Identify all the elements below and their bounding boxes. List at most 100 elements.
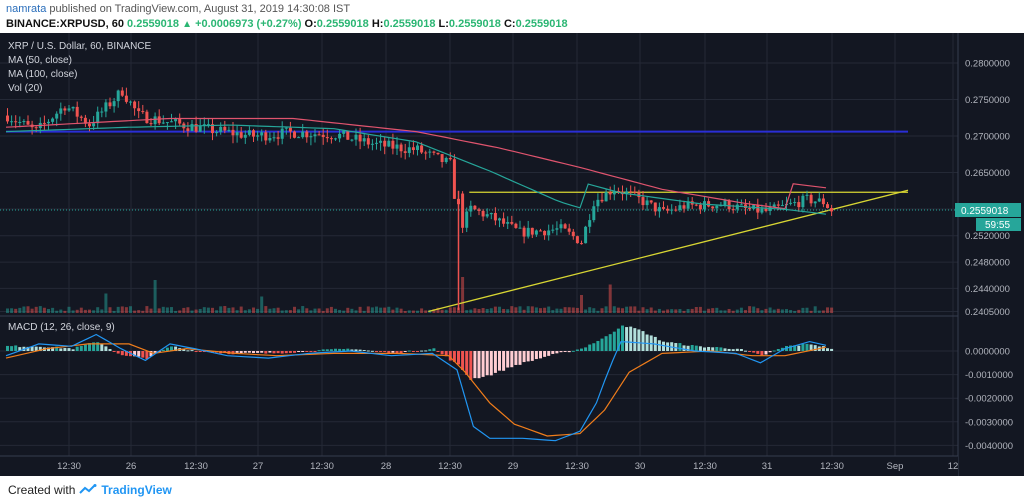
candle-body[interactable] (129, 101, 132, 103)
candle-body[interactable] (600, 199, 604, 202)
candle-body[interactable] (780, 205, 784, 207)
candle-body[interactable] (22, 121, 26, 123)
legend-macd[interactable]: MACD (12, 26, close, 9) (8, 322, 115, 333)
candle-body[interactable] (268, 138, 272, 141)
candle-body[interactable] (354, 134, 358, 140)
candle-body[interactable] (608, 192, 612, 195)
candle-body[interactable] (625, 191, 629, 195)
candle-body[interactable] (329, 138, 333, 140)
candle-body[interactable] (649, 200, 653, 203)
candle-body[interactable] (92, 123, 96, 127)
candle-body[interactable] (411, 147, 415, 151)
candle-body[interactable] (223, 126, 227, 131)
candle-body[interactable] (432, 151, 436, 153)
candle-body[interactable] (715, 205, 719, 209)
candle-body[interactable] (63, 108, 67, 111)
candle-body[interactable] (247, 130, 251, 135)
candle-body[interactable] (481, 210, 485, 217)
candle-body[interactable] (141, 111, 145, 113)
candle-body[interactable] (198, 125, 202, 132)
candle-body[interactable] (805, 194, 809, 196)
candle-body[interactable] (813, 201, 817, 204)
candle-body[interactable] (108, 102, 112, 107)
candle-body[interactable] (596, 199, 600, 207)
candle-body[interactable] (514, 223, 518, 228)
candle-body[interactable] (174, 118, 178, 122)
candle-body[interactable] (493, 212, 497, 221)
candle-body[interactable] (391, 140, 395, 149)
candle-body[interactable] (157, 116, 161, 124)
candle-body[interactable] (748, 208, 752, 210)
ma50-line[interactable] (5, 124, 827, 215)
candle-body[interactable] (366, 138, 370, 145)
candle-body[interactable] (616, 190, 620, 192)
ma100-line[interactable] (5, 117, 827, 210)
candle-body[interactable] (678, 205, 682, 210)
candle-body[interactable] (309, 136, 313, 138)
legend-ma50[interactable]: MA (50, close) (8, 55, 72, 66)
candle-body[interactable] (637, 192, 641, 198)
candle-body[interactable] (555, 228, 559, 230)
candle-body[interactable] (231, 129, 235, 136)
price-chart[interactable]: 0.2800000 0.2750000 0.2700000 0.2650000 0.25… (0, 33, 1024, 476)
candle-body[interactable] (580, 243, 583, 245)
candle-body[interactable] (727, 200, 731, 210)
candle-body[interactable] (694, 204, 698, 206)
candle-body[interactable] (75, 106, 79, 117)
candle-body[interactable] (379, 140, 383, 143)
candle-body[interactable] (436, 152, 440, 155)
candle-body[interactable] (83, 117, 87, 124)
candle-body[interactable] (830, 207, 834, 212)
candle-body[interactable] (797, 202, 801, 208)
candle-body[interactable] (452, 159, 456, 199)
candle-body[interactable] (461, 193, 465, 228)
candle-body[interactable] (543, 230, 547, 236)
candle-body[interactable] (325, 137, 329, 139)
candle-body[interactable] (145, 111, 149, 124)
candle-body[interactable] (772, 204, 776, 207)
candle-body[interactable] (317, 134, 321, 136)
candle-body[interactable] (116, 90, 120, 102)
candle-body[interactable] (358, 134, 362, 142)
legend-ma100[interactable]: MA (100, close) (8, 69, 77, 80)
candle-body[interactable] (559, 224, 563, 229)
candle-body[interactable] (567, 228, 571, 232)
candle-body[interactable] (342, 130, 346, 134)
candle-body[interactable] (334, 138, 337, 140)
candle-body[interactable] (547, 230, 551, 236)
candle-body[interactable] (10, 121, 14, 123)
candle-body[interactable] (809, 194, 813, 204)
candle-body[interactable] (194, 124, 198, 132)
candle-body[interactable] (59, 108, 63, 114)
candle-body[interactable] (202, 124, 206, 126)
candle-body[interactable] (698, 204, 702, 210)
candle-body[interactable] (502, 218, 506, 224)
candle-body[interactable] (428, 151, 432, 153)
candle-body[interactable] (670, 209, 674, 211)
candle-body[interactable] (686, 201, 690, 209)
macd-pane[interactable] (5, 325, 834, 442)
candle-body[interactable] (96, 111, 100, 124)
candle-body[interactable] (731, 209, 735, 211)
candle-body[interactable] (473, 205, 477, 210)
candle-body[interactable] (530, 227, 534, 235)
candle-body[interactable] (190, 124, 194, 132)
candle-body[interactable] (539, 230, 542, 232)
candle-body[interactable] (424, 152, 428, 154)
candle-body[interactable] (485, 214, 489, 217)
candle-body[interactable] (88, 123, 91, 127)
candle-body[interactable] (633, 191, 637, 193)
candle-body[interactable] (707, 201, 711, 207)
candle-body[interactable] (444, 157, 448, 163)
candle-body[interactable] (133, 101, 137, 109)
candle-body[interactable] (662, 207, 665, 209)
candle-body[interactable] (124, 95, 128, 102)
candle-body[interactable] (153, 116, 157, 125)
candle-body[interactable] (604, 192, 608, 202)
candle-body[interactable] (313, 134, 317, 137)
candle-body[interactable] (51, 118, 55, 122)
candle-body[interactable] (293, 131, 296, 138)
candle-body[interactable] (817, 198, 821, 202)
candle-body[interactable] (170, 121, 173, 123)
candle-body[interactable] (350, 139, 354, 141)
